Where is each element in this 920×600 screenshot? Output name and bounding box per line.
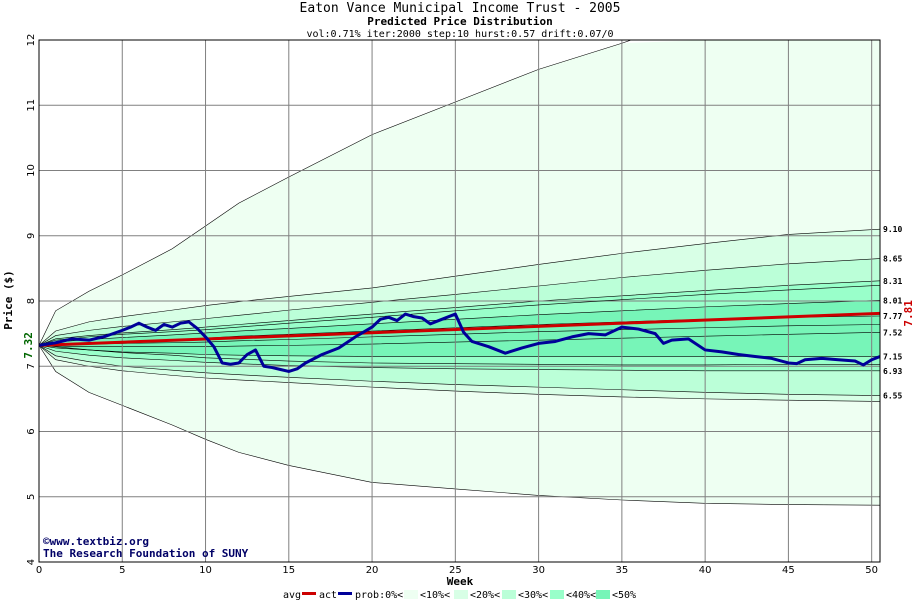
x-tick-10: 10 [199, 565, 212, 576]
legend-band-40-label: <40%< [566, 590, 596, 600]
legend-band-50-swatch [596, 590, 610, 599]
percentile-line-0 [39, 345, 880, 366]
end-avg-label: 7.81 [902, 300, 915, 327]
price-series [39, 311, 880, 373]
legend-prob-label: prob:0%< [355, 590, 403, 600]
y-tick-11: 11 [26, 99, 37, 112]
x-axis-ticks: 0 5 10 15 20 25 30 35 40 45 50 [36, 565, 878, 576]
chart-subtitle: Predicted Price Distribution [367, 15, 552, 28]
right-label-6.55: 6.55 [883, 392, 902, 401]
y-tick-6: 6 [26, 428, 37, 434]
legend-avg-swatch [302, 592, 316, 595]
x-tick-0: 0 [36, 565, 42, 576]
x-tick-50: 50 [865, 565, 878, 576]
y-axis-ticks: 4 5 6 7 8 9 10 11 12 [26, 34, 37, 566]
y-tick-4: 4 [26, 559, 37, 565]
right-label-7.52: 7.52 [883, 328, 902, 337]
y-tick-8: 8 [26, 298, 37, 304]
y-tick-9: 9 [26, 233, 37, 239]
right-label-8.31: 8.31 [883, 277, 902, 286]
x-tick-25: 25 [449, 565, 462, 576]
y-tick-12: 12 [26, 34, 37, 47]
legend-band-20-swatch [454, 590, 468, 599]
right-label-9.10: 9.10 [883, 225, 902, 234]
right-percentile-labels: 9.10 8.65 8.31 8.01 7.77 7.52 7.15 6.93 6.55 [883, 225, 902, 400]
start-price-label: 7.32 [22, 332, 35, 359]
legend-band-10-label: <10%< [420, 590, 450, 600]
legend-band-20-label: <20%< [470, 590, 500, 600]
legend-band-50-label: <50% [612, 590, 636, 600]
legend-band-10-swatch [404, 590, 418, 599]
x-tick-45: 45 [782, 565, 795, 576]
right-label-7.15: 7.15 [883, 352, 902, 361]
grid-lines [39, 39, 880, 563]
credit-organization: The Research Foundation of SUNY [43, 547, 249, 560]
y-tick-10: 10 [26, 164, 37, 177]
legend-act-swatch [338, 592, 352, 595]
x-tick-20: 20 [366, 565, 379, 576]
right-label-8.65: 8.65 [883, 255, 902, 264]
avg-line [39, 311, 880, 347]
legend-act-label: act [319, 590, 337, 600]
simulation-params: vol:0.71% iter:2000 step:10 hurst:0.57 d… [306, 29, 613, 40]
x-tick-15: 15 [282, 565, 295, 576]
x-tick-35: 35 [616, 565, 629, 576]
y-axis-label: Price ($) [2, 270, 15, 330]
right-label-6.93: 6.93 [883, 367, 902, 376]
chart-title: Eaton Vance Municipal Income Trust - 200… [300, 1, 621, 16]
right-label-7.77: 7.77 [883, 312, 902, 321]
legend-band-40-swatch [550, 590, 564, 599]
x-axis-label: Week [447, 575, 474, 588]
actual-price-line [39, 312, 880, 373]
x-tick-30: 30 [532, 565, 545, 576]
y-tick-5: 5 [26, 494, 37, 500]
legend-band-30-label: <30%< [518, 590, 548, 600]
right-label-8.01: 8.01 [883, 296, 902, 305]
y-tick-7: 7 [26, 363, 37, 369]
x-tick-40: 40 [699, 565, 712, 576]
x-tick-5: 5 [119, 565, 125, 576]
probability-bands [39, 40, 880, 562]
legend-avg-label: avg [283, 590, 301, 600]
credit-website: ©www.textbiz.org [43, 535, 149, 548]
legend: avg act prob:0%< <10%< <20%< <30%< <40%<… [283, 590, 636, 600]
plot-frame [38, 39, 881, 563]
legend-band-30-swatch [502, 590, 516, 599]
